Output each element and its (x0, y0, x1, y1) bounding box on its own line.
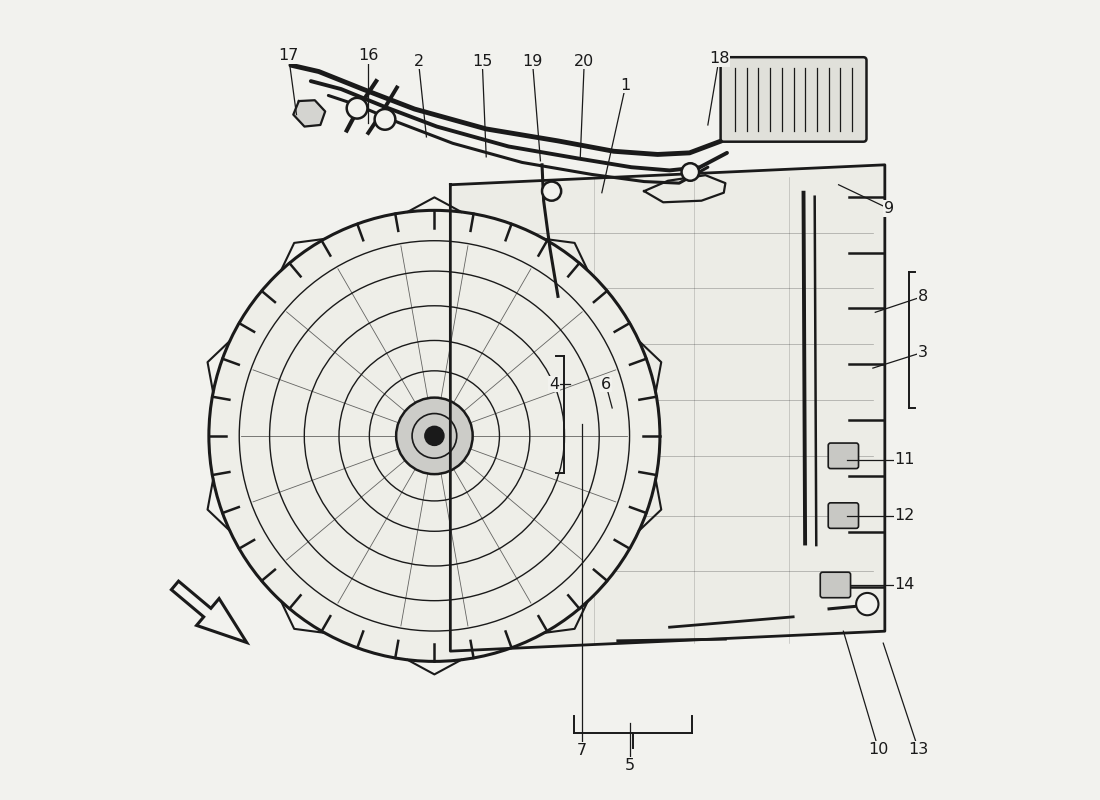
FancyBboxPatch shape (720, 57, 867, 142)
Circle shape (856, 593, 879, 615)
Text: 4: 4 (549, 377, 559, 391)
Text: 5: 5 (625, 758, 635, 773)
Text: 1: 1 (620, 78, 631, 93)
Text: 17: 17 (278, 48, 299, 63)
Polygon shape (450, 165, 884, 651)
Text: 7: 7 (576, 743, 587, 758)
FancyBboxPatch shape (828, 443, 858, 469)
Circle shape (346, 98, 367, 118)
Polygon shape (294, 100, 326, 126)
FancyBboxPatch shape (821, 572, 850, 598)
Text: 20: 20 (574, 54, 594, 69)
Text: 18: 18 (708, 51, 729, 66)
Ellipse shape (396, 398, 473, 474)
Text: 14: 14 (894, 578, 915, 593)
FancyBboxPatch shape (828, 503, 858, 528)
Text: 10: 10 (868, 742, 889, 757)
Ellipse shape (425, 426, 444, 446)
Text: 8: 8 (918, 289, 928, 304)
Text: 12: 12 (894, 508, 915, 523)
Text: 6: 6 (601, 377, 610, 391)
Text: 16: 16 (358, 48, 378, 63)
Circle shape (375, 109, 395, 130)
Text: 9: 9 (883, 201, 894, 216)
Text: 3: 3 (918, 345, 928, 360)
Text: 15: 15 (472, 54, 493, 69)
Text: 11: 11 (894, 452, 915, 467)
Text: 13: 13 (909, 742, 928, 757)
Text: 19: 19 (522, 54, 542, 69)
Text: 2: 2 (414, 54, 424, 69)
Polygon shape (172, 581, 246, 642)
Circle shape (542, 182, 561, 201)
Ellipse shape (209, 210, 660, 662)
Circle shape (682, 163, 700, 181)
